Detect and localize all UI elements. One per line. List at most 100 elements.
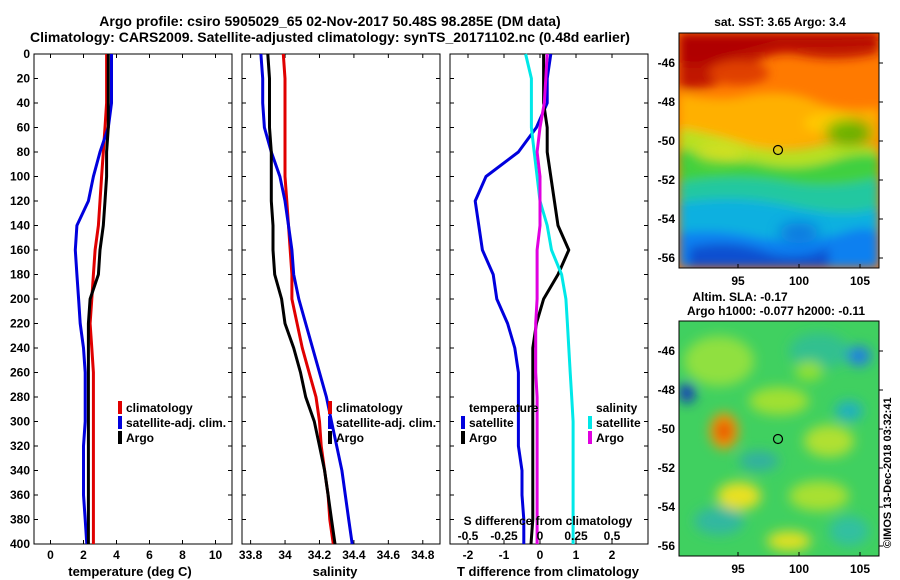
legend-label-climatology: climatology — [336, 401, 403, 415]
salinity-y-ticks — [242, 53, 440, 545]
legend-swatch-argo — [328, 431, 332, 444]
series-line-argo — [266, 53, 337, 545]
difference-xlabel: T difference from climatology — [457, 564, 640, 579]
lat-tick-label: -46 — [658, 344, 676, 358]
x-tick-label: 34.4 — [342, 548, 366, 562]
s-difference-tick-label: -0.5 — [458, 529, 479, 543]
x-tick-label: 34 — [278, 548, 292, 562]
salinity-legend: climatology satellite-adj. clim. Argo — [328, 401, 436, 445]
lat-tick-label: -52 — [658, 461, 676, 475]
depth-tick-label: 200 — [10, 292, 30, 306]
depth-tick-label: 20 — [17, 72, 31, 86]
x-tick-label: 4 — [113, 548, 120, 562]
series-line-satellite — [73, 54, 113, 545]
series-line-argo — [86, 54, 110, 544]
s-difference-tick-label: 0.25 — [564, 529, 588, 543]
title-line-1: Argo profile: csiro 5905029_65 02-Nov-20… — [99, 13, 560, 29]
sla-map-frame — [678, 320, 880, 557]
legend-swatch-argo — [118, 431, 122, 444]
lon-tick-label: 100 — [789, 274, 809, 288]
depth-tick-label: 120 — [10, 194, 30, 208]
lat-tick-label: -48 — [658, 95, 676, 109]
legend-swatch-t-satellite — [461, 416, 465, 429]
x-tick-label: 8 — [179, 548, 186, 562]
lat-tick-label: -48 — [658, 383, 676, 397]
x-tick-label: -1 — [499, 548, 510, 562]
depth-tick-label: 240 — [10, 341, 30, 355]
legend-label-satellite: satellite-adj. clim. — [126, 416, 226, 430]
sst-map-axis-ticks: -46 -48 -50 -52 -54 -56 95 100 105 — [658, 56, 883, 288]
depth-tick-label: 80 — [17, 145, 31, 159]
depth-tick-label: 160 — [10, 243, 30, 257]
x-tick-label: 1 — [573, 548, 580, 562]
legend-label-s-argo: Argo — [596, 431, 624, 445]
salinity-lines — [259, 53, 354, 545]
lon-tick-label: 95 — [731, 562, 745, 576]
depth-tick-label: 280 — [10, 390, 30, 404]
x-tick-label: 0 — [537, 548, 544, 562]
difference-secondary-ticks: -0.5 -0.25 0 0.25 0.5 — [458, 529, 621, 543]
depth-tick-label: 400 — [10, 537, 30, 551]
depth-tick-label: 300 — [10, 415, 30, 429]
lat-tick-label: -54 — [658, 500, 676, 514]
x-tick-label: 2 — [609, 548, 616, 562]
sla-map-image — [679, 321, 879, 556]
lat-tick-label: -54 — [658, 212, 676, 226]
x-tick-label: 0 — [47, 548, 54, 562]
temperature-panel: 0204060801001201401601802002202402602803… — [10, 47, 233, 579]
legend-label-s-satellite: satellite — [596, 416, 641, 430]
series-line-s-satellite — [524, 53, 575, 544]
depth-tick-label: 40 — [17, 96, 31, 110]
lat-tick-label: -56 — [658, 251, 676, 265]
series-line-s-argo — [534, 53, 549, 544]
x-tick-label: 6 — [146, 548, 153, 562]
lat-tick-label: -50 — [658, 134, 676, 148]
imos-watermark: ©IMOS 13-Dec-2018 03:32:41 — [882, 397, 894, 548]
temperature-plot-frame — [33, 53, 233, 545]
sla-argo-location-marker — [772, 433, 784, 445]
sla-map-panel: Altim. SLA: -0.17 Argo h1000: -0.077 h20… — [658, 290, 883, 576]
depth-tick-label: 260 — [10, 366, 30, 380]
legend-label-satellite: satellite-adj. clim. — [336, 416, 436, 430]
lon-tick-label: 100 — [789, 562, 809, 576]
salinity-x-ticks: 33.8 34 34.2 34.4 34.6 34.8 — [239, 54, 435, 562]
lon-tick-label: 95 — [731, 274, 745, 288]
title-line-2: Climatology: CARS2009. Satellite-adjuste… — [30, 29, 630, 45]
x-tick-label: 10 — [209, 548, 223, 562]
difference-top-axis-label: S difference from climatology — [464, 514, 633, 528]
difference-plot-frame — [449, 53, 649, 545]
x-tick-label: 34.6 — [377, 548, 401, 562]
temperature-depth-ticks: 0 20 40 60 80 100 120 140 160 180 200 220 240 260 280 3… — [10, 47, 232, 551]
legend-swatch-satellite — [118, 416, 122, 429]
salinity-xlabel: salinity — [313, 564, 359, 579]
sst-map-frame — [678, 32, 880, 269]
series-line-satellite — [259, 53, 354, 545]
s-difference-tick-label: 0 — [537, 529, 544, 543]
series-line-t-argo — [529, 54, 571, 545]
depth-tick-label: 220 — [10, 317, 30, 331]
legend-label-t-satellite: satellite — [469, 416, 514, 430]
legend-label-climatology: climatology — [126, 401, 193, 415]
legend-salinity-title: salinity — [596, 401, 638, 415]
legend-label-argo: Argo — [126, 431, 154, 445]
depth-tick-label: 60 — [17, 121, 31, 135]
legend-swatch-s-satellite — [588, 416, 592, 429]
s-difference-tick-label: 0.5 — [604, 529, 621, 543]
temperature-legend: climatology satellite-adj. clim. Argo — [118, 401, 226, 445]
sst-map-image — [679, 33, 879, 268]
s-difference-tick-label: -0.25 — [490, 529, 518, 543]
x-tick-label: 34.2 — [308, 548, 332, 562]
difference-legend: temperature satellite Argo salinity sate… — [461, 401, 641, 445]
legend-temperature-title: temperature — [469, 401, 539, 415]
depth-tick-label: 360 — [10, 488, 30, 502]
x-tick-label: -2 — [463, 548, 474, 562]
lat-tick-label: -46 — [658, 56, 676, 70]
temperature-xlabel: temperature (deg C) — [68, 564, 192, 579]
sst-map-panel: sat. SST: 3.65 Argo: 3.4 — [658, 15, 883, 288]
lon-tick-label: 105 — [850, 274, 870, 288]
lat-tick-label: -52 — [658, 173, 676, 187]
sla-map-title-1: Altim. SLA: -0.17 — [692, 290, 788, 304]
x-tick-label: 2 — [80, 548, 87, 562]
difference-panel: -2 -1 0 1 2 T difference from climatology S … — [449, 53, 649, 579]
